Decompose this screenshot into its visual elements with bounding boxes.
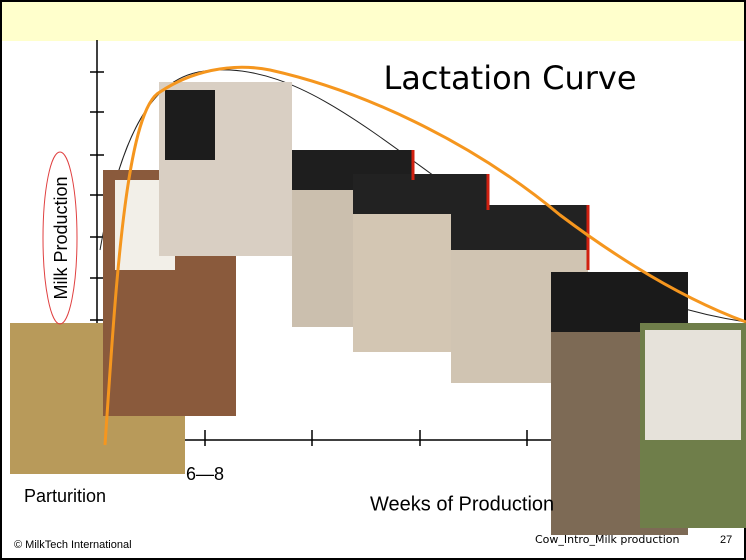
x-axis-label: Weeks of Production bbox=[370, 493, 554, 515]
page-number: 27 bbox=[720, 534, 732, 546]
slide-title: Lactation Curve bbox=[383, 59, 636, 97]
header-band bbox=[1, 1, 745, 41]
x-mark-label: 6—8 bbox=[186, 464, 224, 484]
x-mark-label: Parturition bbox=[24, 486, 106, 506]
footer-file: Cow_Intro_Milk production bbox=[535, 533, 680, 546]
photo-detail bbox=[451, 205, 588, 250]
photo-detail bbox=[165, 90, 215, 160]
y-axis-label: Milk Production bbox=[51, 176, 71, 299]
slide: Lactation Curve Milk Production Parturit… bbox=[0, 0, 746, 560]
photo-detail bbox=[645, 330, 741, 440]
footer-copyright: © MilkTech International bbox=[14, 539, 132, 551]
